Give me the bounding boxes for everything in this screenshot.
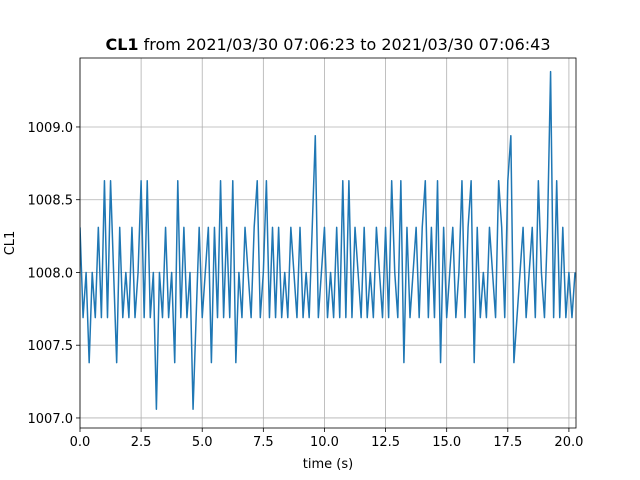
- data-line: [80, 70, 576, 410]
- x-tick-label: 12.5: [371, 435, 400, 450]
- y-tick-label: 1007.0: [28, 412, 74, 427]
- x-tick-label: 20.0: [554, 435, 583, 450]
- y-axis-label: CL1: [3, 231, 18, 256]
- y-tick-label: 1007.5: [28, 339, 74, 354]
- x-tick-label: 15.0: [432, 435, 461, 450]
- x-tick-label: 5.0: [192, 435, 213, 450]
- title-bold: CL1: [105, 35, 138, 54]
- x-axis-label: time (s): [303, 457, 353, 472]
- title-rest: from 2021/03/30 07:06:23 to 2021/03/30 0…: [144, 35, 551, 54]
- x-tick-label: 2.5: [131, 435, 152, 450]
- x-tick-label: 7.5: [253, 435, 274, 450]
- y-tick-label: 1008.0: [28, 266, 74, 281]
- x-tick-label: 0.0: [70, 435, 91, 450]
- y-tick-label: 1008.5: [28, 194, 74, 209]
- x-tick-label: 17.5: [493, 435, 522, 450]
- plot-frame: [79, 57, 577, 429]
- y-tick-label: 1009.0: [28, 121, 74, 136]
- x-tick-label: 10.0: [310, 435, 339, 450]
- chart-title: CL1 from 2021/03/30 07:06:23 to 2021/03/…: [105, 35, 550, 54]
